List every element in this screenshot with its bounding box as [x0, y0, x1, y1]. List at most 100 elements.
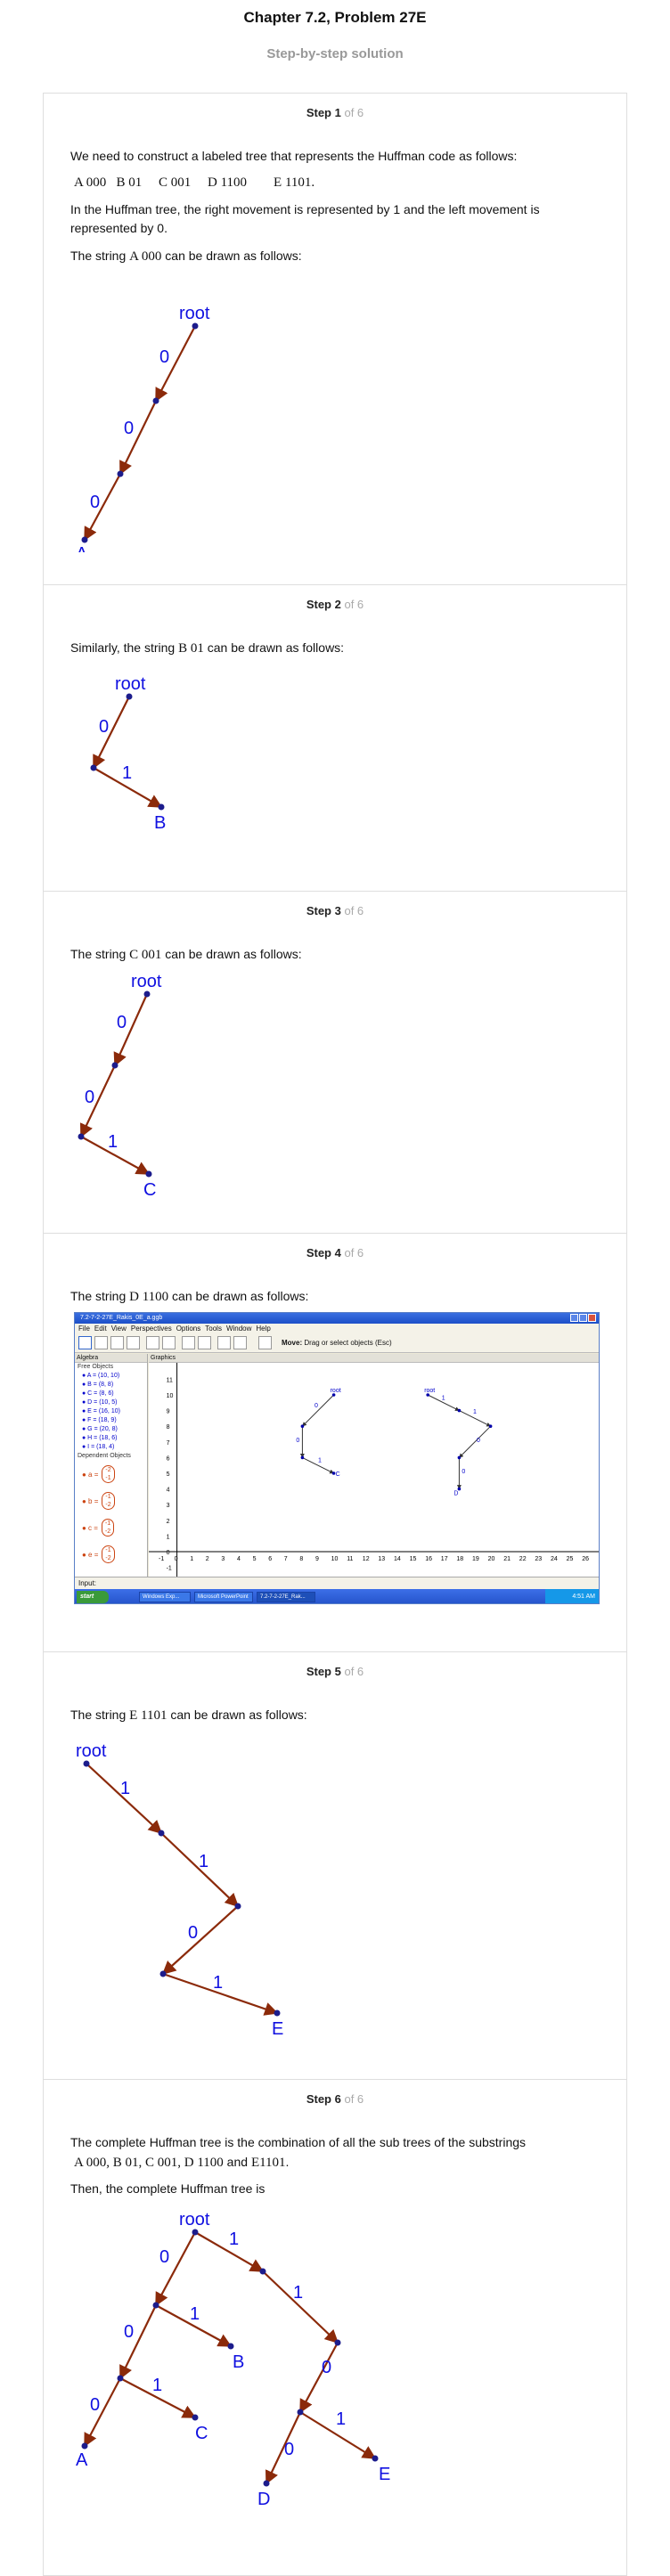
slider-tool-icon[interactable]: [217, 1336, 231, 1349]
tree-node: [126, 693, 133, 700]
point[interactable]: [426, 1393, 430, 1397]
minimize-icon[interactable]: [570, 1314, 578, 1322]
x-tick-label: 18: [456, 1556, 463, 1562]
perpendicular-tool-icon[interactable]: [127, 1336, 140, 1349]
tree-node: [83, 1760, 90, 1767]
polygon-tool-icon[interactable]: [146, 1336, 159, 1349]
tree-node: [81, 2442, 88, 2450]
point[interactable]: [457, 1408, 462, 1413]
point[interactable]: [457, 1455, 462, 1460]
edge-label: 0: [124, 419, 134, 438]
algebra-point[interactable]: ● H = (18, 6): [82, 1435, 118, 1441]
point[interactable]: [488, 1424, 493, 1428]
point[interactable]: [300, 1455, 305, 1460]
x-tick-label: 9: [315, 1556, 319, 1562]
algebra-vector[interactable]: ● e = -1 -2: [75, 1541, 147, 1568]
step-header: Step 1 of 6: [306, 106, 364, 119]
edge-label: 1: [318, 1458, 322, 1464]
algebra-point[interactable]: ● I = (18, 4): [82, 1444, 115, 1450]
line-tool-icon[interactable]: [110, 1336, 124, 1349]
point[interactable]: [331, 1393, 336, 1397]
algebra-point[interactable]: ● G = (20, 8): [82, 1426, 118, 1432]
menu-edit[interactable]: Edit: [94, 1325, 107, 1333]
edge-label: 0: [188, 1923, 198, 1943]
leaf-label-c: C: [336, 1471, 340, 1478]
menu-view[interactable]: View: [110, 1325, 127, 1333]
vector-segment[interactable]: [302, 1394, 334, 1427]
point-tool-icon[interactable]: [94, 1336, 108, 1349]
vector-segment[interactable]: [459, 1410, 492, 1427]
algebra-point[interactable]: ● C = (8, 6): [82, 1390, 114, 1397]
graphics-canvas[interactable]: -1 0 1 2 3 4 5 6 7 8 9 10 11 12 13 14 15 16 17 18 19 20 21 22 23…: [149, 1363, 600, 1577]
graphics-view[interactable]: Graphics -1 0 1 2 3 4 5 6 7 8 9 10 11 12 13 14 15 16 17 18 1…: [149, 1354, 600, 1577]
root-label: root: [179, 2210, 210, 2230]
menu-tools[interactable]: Tools: [205, 1325, 222, 1333]
tree-diagram-a: 0 0 0 root A: [76, 304, 210, 552]
move-tool-icon[interactable]: [78, 1336, 92, 1349]
step-header: Step 2 of 6: [306, 598, 364, 611]
vector-segment[interactable]: [459, 1425, 491, 1458]
menu-help[interactable]: Help: [256, 1325, 271, 1333]
tree-node: [297, 2409, 304, 2416]
geogebra-screenshot: 7.2-7-2-27E_Rakis_0E_a.ggb File Edit View P…: [74, 1312, 600, 1604]
algebra-point[interactable]: ● F = (18, 9): [82, 1417, 117, 1423]
point[interactable]: [300, 1424, 305, 1428]
tree-edge: [162, 1972, 279, 2016]
tree-edge: [194, 2231, 265, 2272]
code-list: A 000, B 01, C 001, D 1100 and E1101.: [74, 2155, 290, 2170]
tree-node: [117, 2375, 124, 2382]
algebra-vector[interactable]: ● b = -1 -2: [75, 1488, 147, 1514]
step-card-3: Step 3 of 6 The string C 001 can be draw…: [43, 891, 627, 1233]
edge-label: 1: [122, 763, 132, 783]
tree-diagram-e: 1 1 0 1 root E: [76, 1741, 283, 2039]
menu-file[interactable]: File: [78, 1325, 90, 1333]
algebra-point[interactable]: ● A = (10, 10): [82, 1373, 120, 1379]
tree-edge: [84, 2377, 121, 2448]
x-tick-label: 22: [519, 1556, 527, 1562]
point[interactable]: [457, 1487, 462, 1491]
window-titlebar: 7.2-7-2-27E_Rakis_0E_a.ggb: [75, 1313, 599, 1324]
menu-window[interactable]: Window: [225, 1325, 252, 1333]
step-text: The complete Huffman tree is the combina…: [70, 2135, 527, 2149]
vector-segment[interactable]: [427, 1394, 460, 1412]
step-text: The string E 1101 can be drawn as follow…: [70, 1708, 307, 1723]
y-tick-label: 3: [167, 1503, 170, 1509]
algebra-vector[interactable]: ● a = -2 -1: [75, 1461, 147, 1488]
algebra-title: Algebra: [75, 1354, 147, 1363]
step-header: Step 5 of 6: [306, 1665, 364, 1678]
x-tick-label: 0: [175, 1556, 178, 1562]
tree-node: [152, 397, 159, 404]
taskbar-item[interactable]: Windows Exp...: [139, 1592, 191, 1602]
close-icon[interactable]: [588, 1314, 596, 1322]
y-tick-label: 9: [167, 1409, 170, 1415]
reflect-tool-icon[interactable]: [198, 1336, 211, 1349]
menu-options[interactable]: Options: [176, 1325, 201, 1333]
circle-tool-icon[interactable]: [162, 1336, 176, 1349]
x-tick-label: 26: [582, 1556, 589, 1562]
x-tick-label: 17: [441, 1556, 448, 1562]
tree-node: [227, 2343, 234, 2350]
algebra-point[interactable]: ● B = (8, 8): [82, 1382, 114, 1388]
leaf-label-e: E: [272, 2019, 283, 2039]
start-button[interactable]: start: [77, 1591, 109, 1603]
y-tick-label: 8: [167, 1424, 170, 1431]
maximize-icon[interactable]: [579, 1314, 587, 1322]
angle-tool-icon[interactable]: [182, 1336, 195, 1349]
algebra-point[interactable]: ● E = (16, 10): [82, 1408, 120, 1414]
move-view-tool-icon[interactable]: [258, 1336, 272, 1349]
leaf-label-e: E: [379, 2465, 390, 2484]
taskbar-item[interactable]: 7.2-7-2-27E_Rak...: [257, 1592, 315, 1602]
point[interactable]: [331, 1471, 336, 1475]
algebra-point[interactable]: ● D = (10, 5): [82, 1399, 118, 1406]
step-card-1: Step 1 of 6 We need to construct a label…: [43, 93, 627, 584]
vector-segment[interactable]: [302, 1456, 335, 1474]
input-bar[interactable]: Input:: [75, 1577, 599, 1589]
text-tool-icon[interactable]: [233, 1336, 247, 1349]
x-tick-label: 4: [237, 1556, 241, 1562]
tree-node: [158, 1830, 165, 1837]
menu-perspectives[interactable]: Perspectives: [130, 1325, 172, 1333]
taskbar-item[interactable]: Microsoft PowerPoint ...: [194, 1592, 253, 1602]
tree-node: [152, 2302, 159, 2309]
y-tick-label: 0: [167, 1550, 170, 1556]
algebra-vector[interactable]: ● c = -1 -2: [75, 1514, 147, 1541]
